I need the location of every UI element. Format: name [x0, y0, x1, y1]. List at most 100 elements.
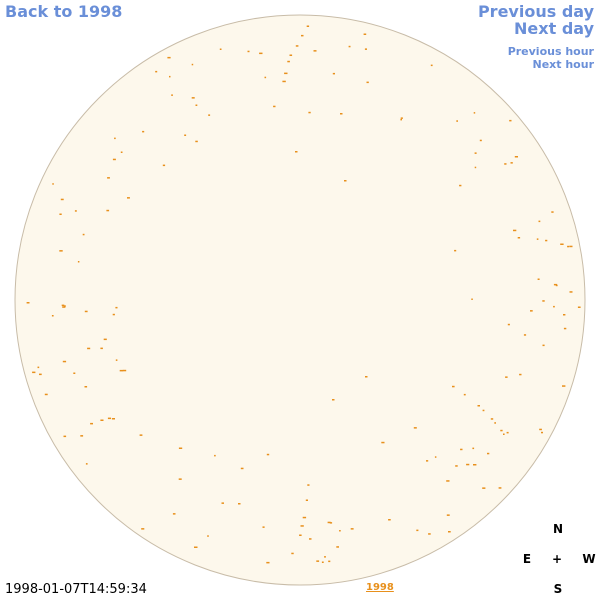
- feature-speck: [498, 487, 502, 489]
- feature-speck: [332, 399, 335, 401]
- feature-speck: [103, 338, 107, 341]
- feature-speck: [430, 64, 433, 67]
- feature-speck: [517, 237, 521, 239]
- feature-speck: [455, 465, 458, 467]
- feature-speck: [460, 448, 463, 451]
- back-link[interactable]: Back to 1998: [5, 2, 123, 21]
- feature-speck: [207, 535, 209, 537]
- next-day-link[interactable]: Next day: [514, 19, 594, 38]
- feature-speck: [139, 434, 143, 436]
- feature-speck: [340, 113, 343, 115]
- feature-speck: [100, 419, 104, 421]
- feature-speck: [344, 180, 347, 182]
- feature-speck: [452, 385, 455, 388]
- next-hour-link[interactable]: Next hour: [532, 58, 595, 71]
- feature-speck: [59, 213, 62, 215]
- feature-speck: [155, 70, 158, 73]
- feature-speck: [513, 229, 517, 232]
- feature-speck: [577, 306, 581, 308]
- feature-speck: [32, 371, 36, 374]
- compass-south: S: [553, 582, 563, 596]
- feature-speck: [167, 56, 171, 59]
- feature-speck: [328, 560, 331, 563]
- feature-speck: [115, 359, 118, 361]
- feature-speck: [519, 373, 522, 376]
- feature-speck: [287, 60, 290, 63]
- compass-west: W: [582, 552, 596, 566]
- feature-speck: [490, 418, 494, 420]
- feature-speck: [100, 347, 103, 350]
- feature-speck: [479, 139, 482, 142]
- feature-speck: [178, 447, 183, 449]
- feature-speck: [538, 220, 541, 223]
- feature-speck: [90, 422, 93, 425]
- feature-speck: [191, 63, 194, 66]
- feature-speck: [569, 245, 573, 248]
- solar-disk: [14, 14, 586, 586]
- feature-speck: [474, 166, 477, 169]
- feature-speck: [307, 484, 310, 486]
- feature-speck: [456, 120, 458, 122]
- feature-speck: [400, 117, 403, 119]
- feature-speck: [327, 521, 331, 524]
- feature-speck: [413, 427, 417, 429]
- feature-speck: [364, 48, 367, 50]
- feature-speck: [273, 105, 276, 108]
- feature-speck: [112, 313, 115, 316]
- feature-speck: [63, 435, 67, 438]
- feature-speck: [569, 291, 573, 293]
- feature-speck: [115, 306, 118, 309]
- feature-speck: [514, 156, 518, 158]
- feature-speck: [52, 183, 54, 185]
- feature-speck: [388, 519, 391, 521]
- feature-speck: [313, 50, 317, 52]
- feature-speck: [332, 72, 335, 75]
- feature-speck: [214, 454, 216, 457]
- feature-speck: [295, 151, 298, 153]
- feature-speck: [316, 560, 320, 562]
- feature-speck: [77, 261, 80, 263]
- feature-speck: [26, 302, 30, 304]
- feature-speck: [446, 514, 450, 516]
- feature-speck: [487, 452, 490, 455]
- feature-speck: [400, 118, 402, 121]
- feature-speck: [178, 478, 182, 480]
- feature-speck: [59, 250, 63, 252]
- feature-speck: [194, 546, 198, 548]
- feature-speck: [551, 211, 554, 213]
- feature-speck: [208, 114, 211, 116]
- feature-speck: [541, 431, 543, 434]
- feature-speck: [119, 369, 124, 372]
- feature-speck: [219, 48, 222, 50]
- feature-speck: [191, 97, 195, 99]
- feature-speck: [262, 526, 265, 528]
- feature-speck: [448, 531, 451, 533]
- feature-speck: [482, 487, 486, 489]
- feature-speck: [300, 525, 304, 527]
- feature-speck: [62, 306, 66, 308]
- feature-speck: [84, 310, 88, 313]
- feature-speck: [321, 561, 324, 563]
- feature-speck: [329, 522, 333, 524]
- feature-speck: [51, 315, 54, 317]
- feature-speck: [473, 112, 476, 114]
- year-link[interactable]: 1998: [366, 582, 394, 593]
- feature-speck: [39, 373, 42, 376]
- feature-speck: [348, 45, 351, 48]
- feature-speck: [363, 33, 367, 35]
- feature-speck: [336, 546, 339, 548]
- feature-speck: [339, 530, 341, 532]
- feature-speck: [503, 433, 505, 435]
- feature-speck: [238, 503, 241, 505]
- feature-speck: [80, 435, 84, 437]
- previous-day-link[interactable]: Previous day: [477, 2, 594, 21]
- feature-speck: [434, 456, 437, 458]
- previous-hour-link[interactable]: Previous hour: [507, 45, 594, 58]
- feature-speck: [127, 197, 130, 199]
- feature-speck: [284, 72, 288, 75]
- feature-speck: [107, 177, 110, 179]
- feature-speck: [114, 137, 116, 140]
- feature-speck: [184, 134, 187, 136]
- feature-speck: [266, 453, 270, 456]
